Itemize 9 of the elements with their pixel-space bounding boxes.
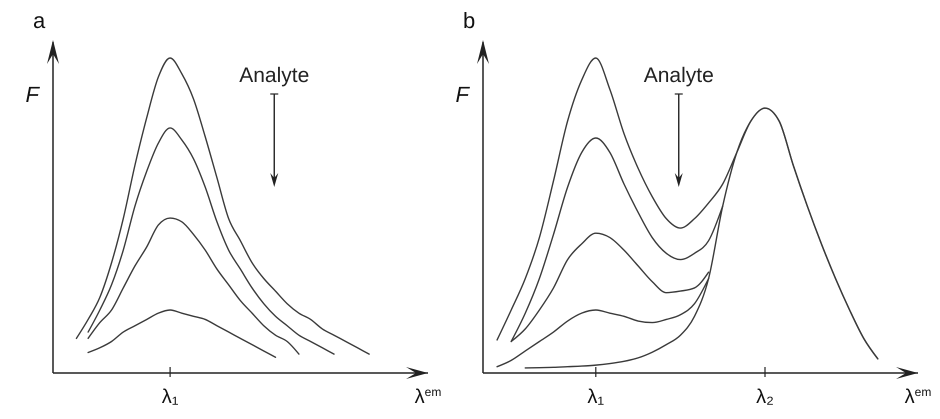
chart-title: b bbox=[463, 8, 476, 33]
x-axis-title: λ$^{em}$ bbox=[414, 385, 442, 408]
annotation: Analyte bbox=[644, 64, 714, 87]
y-axis-title: F bbox=[26, 82, 41, 107]
x-tick-label: λ₂ bbox=[756, 386, 774, 408]
y-axis-title: F bbox=[456, 82, 471, 107]
x-axis-title: λ$^{em}$ bbox=[904, 385, 932, 408]
chart-title: a bbox=[33, 8, 46, 33]
annotation: Analyte bbox=[239, 64, 310, 87]
